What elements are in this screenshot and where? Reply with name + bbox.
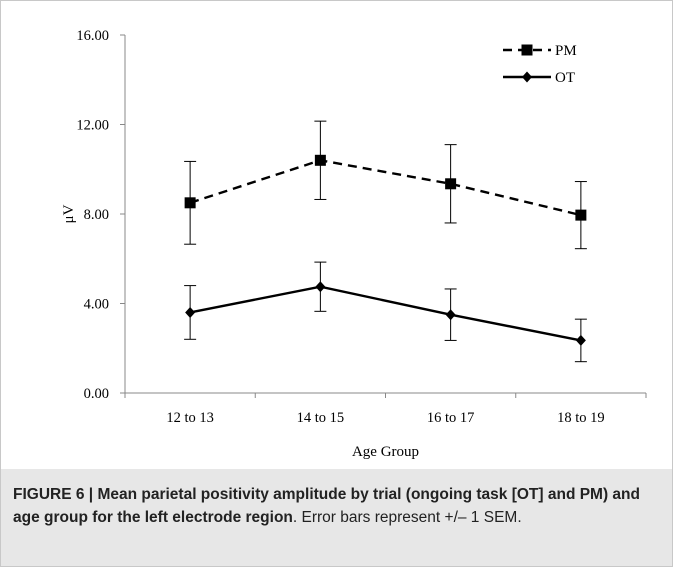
data-point-ot: [185, 306, 196, 318]
legend-label-ot: OT: [555, 70, 575, 86]
data-point-pm: [445, 178, 457, 190]
legend-marker-pm: [521, 44, 533, 56]
x-tick-label: 14 to 15: [297, 410, 345, 426]
series-line-pm: [189, 159, 582, 217]
chart-axes: 0.00 4.00 8.00 12.00 16.00 12 to 13 14 to 15 16…: [61, 28, 647, 460]
series-ot: [184, 261, 587, 363]
legend-marker-ot: [522, 71, 532, 83]
chart-plot-area: [184, 120, 587, 363]
data-point-ot: [575, 334, 586, 346]
y-tick-label: 4.00: [84, 297, 109, 313]
y-tick-label: 8.00: [84, 207, 109, 223]
chart-legend: PM OT: [503, 43, 577, 86]
y-tick-label: 16.00: [76, 28, 109, 44]
caption-background: [1, 469, 672, 566]
y-tick-label: 0.00: [84, 386, 109, 402]
x-tick-label: 16 to 17: [427, 410, 475, 426]
data-point-ot: [445, 309, 456, 321]
caption-figure-label: FIGURE 6 |: [13, 486, 98, 503]
x-tick-label: 12 to 13: [166, 410, 214, 426]
y-axis-title: μV: [61, 204, 77, 223]
y-tick-label: 12.00: [76, 118, 109, 134]
series-line-ot: [189, 285, 582, 342]
caption-title: Mean parietal positivity amplitude by tr…: [13, 486, 640, 526]
legend-label-pm: PM: [555, 43, 577, 59]
x-tick-label: 18 to 19: [557, 410, 605, 426]
line-chart: 0.00 4.00 8.00 12.00 16.00 12 to 13 14 to 15 16…: [61, 28, 647, 460]
x-axis-title: Age Group: [352, 444, 419, 460]
data-point-pm: [575, 209, 587, 221]
series-pm: [184, 120, 587, 250]
data-point-pm: [314, 154, 326, 166]
data-point-pm: [184, 197, 196, 209]
caption-body: . Error bars represent +/– 1 SEM.: [292, 509, 522, 526]
figure-caption: FIGURE 6 | Mean parietal positivity ampl…: [13, 483, 663, 529]
data-point-ot: [315, 281, 326, 293]
